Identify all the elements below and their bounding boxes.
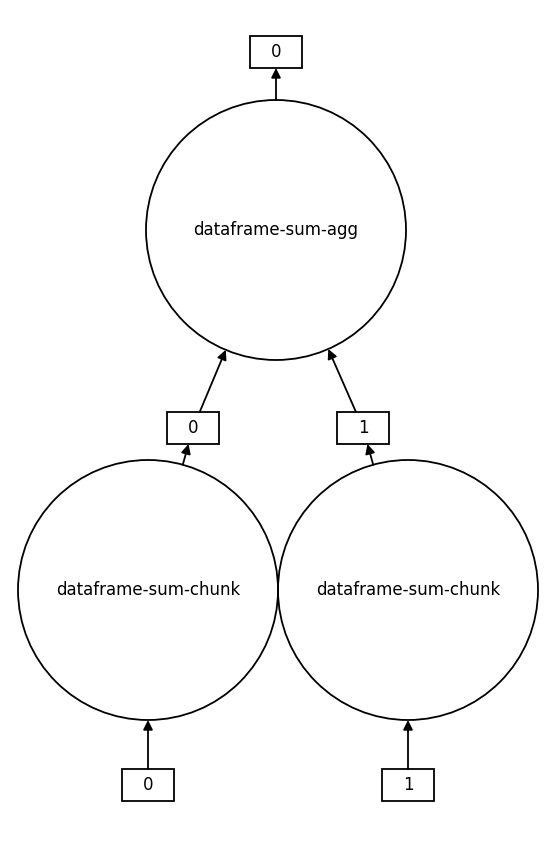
Text: 1: 1 (358, 419, 368, 437)
Bar (167, 412, 219, 444)
Bar (122, 769, 174, 801)
FancyArrowPatch shape (182, 446, 190, 465)
FancyArrowPatch shape (367, 446, 374, 465)
FancyArrowPatch shape (144, 722, 152, 769)
FancyArrowPatch shape (200, 352, 226, 412)
FancyArrowPatch shape (404, 722, 412, 769)
Text: dataframe-sum-chunk: dataframe-sum-chunk (316, 581, 500, 599)
Text: dataframe-sum-agg: dataframe-sum-agg (194, 221, 358, 239)
Bar (250, 36, 302, 68)
Text: 0: 0 (270, 43, 282, 61)
Text: 0: 0 (143, 776, 153, 794)
FancyArrowPatch shape (328, 351, 356, 412)
FancyArrowPatch shape (272, 70, 280, 100)
Text: 0: 0 (188, 419, 198, 437)
Text: dataframe-sum-chunk: dataframe-sum-chunk (56, 581, 240, 599)
Text: 1: 1 (403, 776, 413, 794)
Bar (382, 769, 434, 801)
Bar (337, 412, 389, 444)
